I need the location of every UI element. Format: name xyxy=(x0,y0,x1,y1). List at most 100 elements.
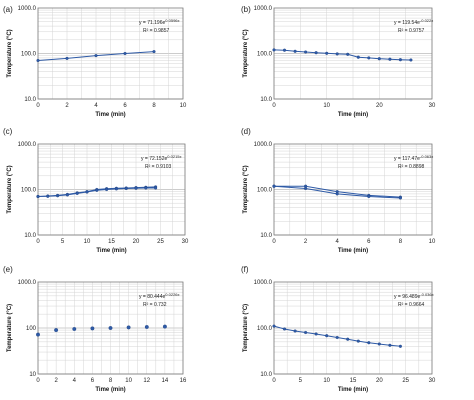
data-point xyxy=(65,56,69,60)
data-point xyxy=(144,325,149,329)
data-point xyxy=(282,327,287,331)
trendline-equation: y = 119.54e-0.022x xyxy=(394,18,433,26)
data-point xyxy=(304,50,308,54)
data-point xyxy=(314,332,318,336)
y-tick-label: 10.0 xyxy=(260,372,272,378)
x-tick-label: 0 xyxy=(36,103,40,109)
x-axis-label: Time (min) xyxy=(338,248,368,254)
y-tick-label: 1000.0 xyxy=(254,280,273,286)
x-tick-label: 8 xyxy=(152,103,156,109)
data-point xyxy=(304,186,308,191)
data-point xyxy=(314,51,318,55)
y-tick-label: 100.0 xyxy=(257,326,273,332)
r-squared-label: R² = 0.732 xyxy=(143,302,167,308)
data-point xyxy=(367,341,371,345)
x-tick-label: 6 xyxy=(367,239,371,245)
trendline-equation: y = 72.152e0.0215x xyxy=(141,154,182,162)
data-point xyxy=(272,184,276,188)
data-point xyxy=(36,194,40,199)
x-axis-label: Time (min) xyxy=(96,248,126,254)
data-point xyxy=(293,329,297,333)
y-tick-label: 10.0 xyxy=(260,97,272,103)
data-point xyxy=(409,58,413,62)
data-point xyxy=(105,187,109,192)
plot-frame xyxy=(37,281,184,375)
y-axis-label: Temperature (°C) xyxy=(7,29,13,77)
chart-panel-1: 0 2 4 6 8 10 10.0 100.0 1000.0 Time (min) Temperat… xyxy=(3,5,187,118)
data-point xyxy=(398,58,402,62)
y-tick-label: 1000.0 xyxy=(18,6,37,12)
x-tick-label: 25 xyxy=(402,378,409,384)
data-point xyxy=(272,48,276,52)
x-tick-label: 5 xyxy=(299,378,303,384)
x-tick-label: 8 xyxy=(109,378,113,384)
y-axis-label: Temperature (°C) xyxy=(243,165,249,213)
chart-panel-6: 0 5 10 15 20 25 30 10.0 100.0 1000.0 Time (min) Tem… xyxy=(241,265,436,393)
data-point xyxy=(388,343,392,347)
x-tick-label: 10 xyxy=(180,103,187,109)
y-axis-label: Temperature (°C) xyxy=(7,304,13,352)
y-tick-label: 1000.0 xyxy=(18,142,37,148)
x-tick-label: 6 xyxy=(123,103,127,109)
data-point xyxy=(325,51,329,55)
chart-panel-2: 0 10 20 30 10.0 100.0 1000.0 Time (min) Temperat… xyxy=(241,5,436,118)
data-point xyxy=(335,52,339,56)
x-axis-label: Time (min) xyxy=(95,387,125,393)
x-tick-label: 20 xyxy=(376,378,383,384)
trendline-equation: y = 80.444e0.0226x xyxy=(139,292,180,300)
panel-label: (c) xyxy=(3,127,13,136)
x-tick-label: 0 xyxy=(272,378,276,384)
x-tick-label: 20 xyxy=(133,239,140,245)
r-squared-label: R² = 0.9757 xyxy=(398,28,424,34)
data-point xyxy=(126,325,131,330)
trendline-equation: y = 117.47e-0.063x xyxy=(394,154,433,162)
data-point xyxy=(367,56,371,60)
data-point xyxy=(123,51,127,56)
data-point xyxy=(346,52,350,56)
data-point xyxy=(346,337,350,341)
data-point xyxy=(162,324,167,329)
chart-panel-5: 0 2 4 6 8 10 12 14 16 10 100 1000.0 Time (min) Temper… xyxy=(3,265,187,393)
x-tick-label: 2 xyxy=(65,103,69,109)
data-point xyxy=(377,342,381,346)
x-tick-label: 2 xyxy=(304,239,308,245)
y-axis-label: Temperature (°C) xyxy=(243,29,249,77)
data-point xyxy=(356,55,360,59)
x-axis-label: Time (min) xyxy=(95,112,125,118)
x-tick-label: 0 xyxy=(272,239,276,245)
data-point xyxy=(144,186,148,190)
y-tick-label: 100.0 xyxy=(257,188,273,194)
data-point xyxy=(65,193,69,197)
data-point xyxy=(108,326,113,330)
plot-frame xyxy=(37,7,184,100)
data-point xyxy=(367,194,371,199)
trendline-equation: y = 96.489e-0.036x xyxy=(394,292,434,300)
data-point xyxy=(304,330,308,335)
data-point xyxy=(94,54,98,58)
series-line-1 xyxy=(273,49,411,61)
data-point xyxy=(72,327,77,331)
data-point xyxy=(95,188,99,192)
x-tick-label: 30 xyxy=(182,239,189,245)
x-tick-label: 0 xyxy=(36,239,40,245)
x-tick-label: 0 xyxy=(272,103,276,109)
data-point xyxy=(114,187,118,191)
data-point xyxy=(293,49,297,53)
panel-label: (f) xyxy=(241,265,249,274)
data-point xyxy=(154,186,158,190)
x-tick-label: 15 xyxy=(350,378,357,384)
data-point xyxy=(90,326,95,331)
x-tick-label: 14 xyxy=(162,378,169,384)
data-point xyxy=(325,334,329,338)
data-point xyxy=(388,57,392,61)
data-point xyxy=(272,324,276,328)
data-point xyxy=(398,196,402,200)
x-tick-label: 30 xyxy=(429,378,436,384)
x-tick-label: 2 xyxy=(54,378,58,384)
data-point xyxy=(134,186,138,190)
panel-label: (e) xyxy=(3,265,13,274)
y-tick-label: 1000.0 xyxy=(254,142,273,148)
data-point xyxy=(124,186,128,191)
panel-label: (b) xyxy=(241,5,251,14)
panel-label: (d) xyxy=(241,127,251,136)
